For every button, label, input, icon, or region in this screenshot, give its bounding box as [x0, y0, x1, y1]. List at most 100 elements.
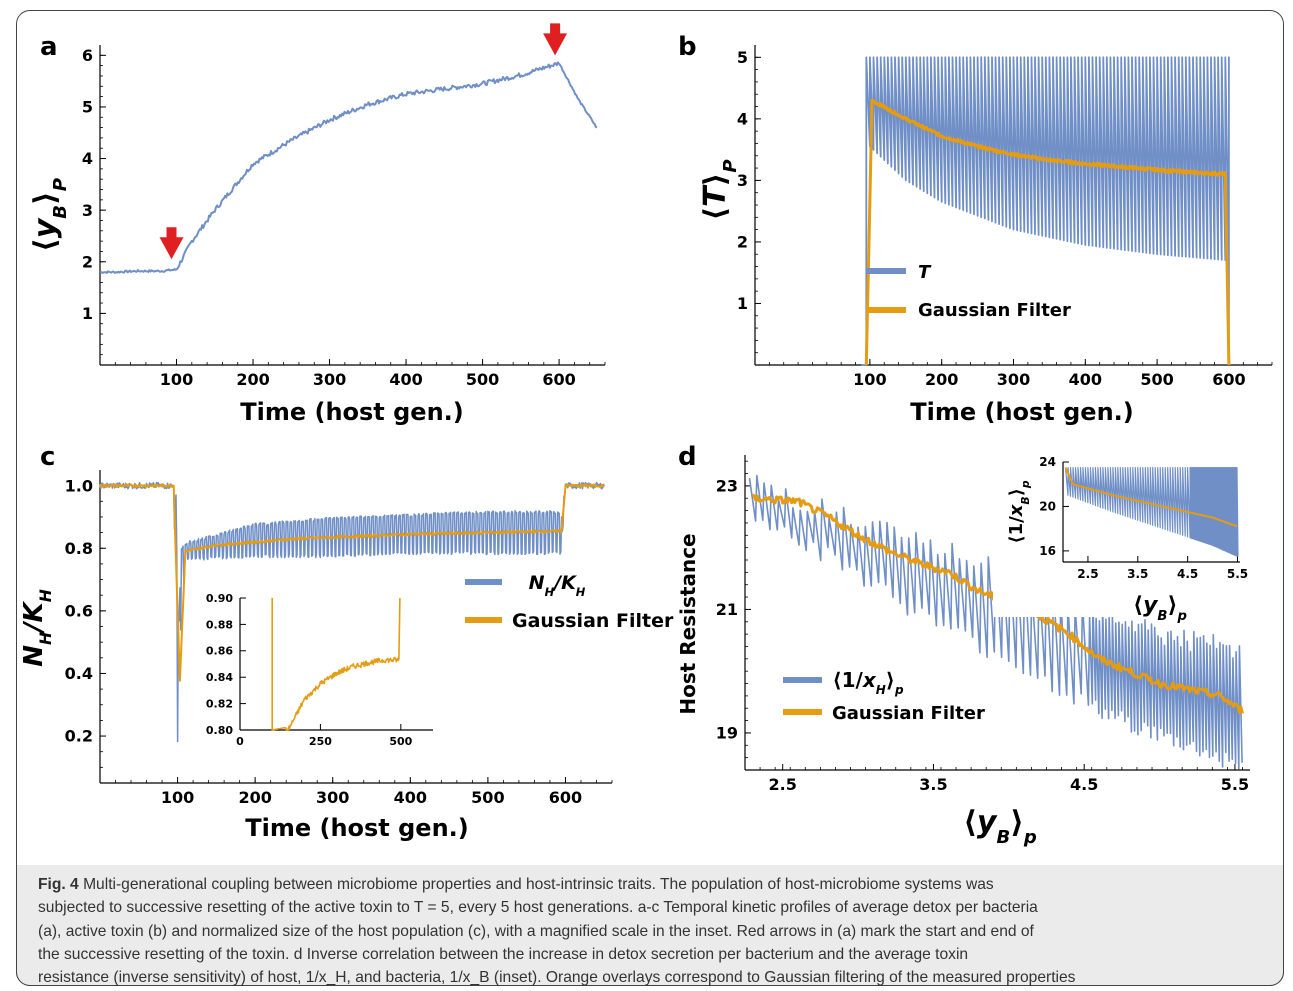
panel-a-letter: a — [40, 32, 58, 62]
panel-b-letter: b — [678, 32, 697, 62]
panel-c-inset-x-tick-label: 0 — [236, 735, 244, 748]
panel-c-inset-x-tick-label: 250 — [309, 735, 332, 748]
panel-b-legend-T-label: T — [918, 262, 932, 283]
panel-b-ylabel-part: ⟨ — [698, 207, 733, 221]
caption-title: Multi-generational coupling between micr… — [78, 876, 994, 893]
panel-c-ylabel-part: / — [19, 620, 49, 635]
panel-c-legend-NH-label-part: K — [561, 572, 577, 594]
panel-d-xlabel-part: ⟩ — [1010, 805, 1024, 840]
panel-d-legend-resistance-label: ⟨1/xH⟩p — [832, 668, 903, 697]
panel-c-inset-y-tick-label: 0.80 — [206, 724, 233, 737]
panel-b-y-tick-label: 4 — [737, 109, 748, 128]
panel-a-x-tick-label: 200 — [236, 370, 269, 389]
panel-d-y-tick-label: 19 — [716, 724, 738, 743]
panel-d-inset-axes: 2.5 3.5 4.5 5.5 16 20 24 — [1039, 455, 1248, 581]
panel-b-legend-gaussian-label: Gaussian Filter — [918, 300, 1071, 321]
panel-d-xlabel-part: ⟨ — [963, 805, 977, 840]
panel-d-xlabel-part: p — [1023, 827, 1037, 848]
panel-d-inset-x-tick-label: 5.5 — [1227, 567, 1248, 581]
panel-a-x-tick-label: 300 — [313, 370, 346, 389]
panel-a-ylabel: ⟨yB⟩P — [28, 178, 71, 252]
panel-b-x-tick-label: 400 — [1069, 370, 1102, 389]
panel-c-y-tick-label: 0.6 — [65, 601, 93, 620]
panel-b-y-tick-label: 1 — [737, 294, 748, 313]
panel-d-y-tick-label: 21 — [716, 600, 738, 619]
caption-box — [16, 865, 1284, 986]
panel-d-x-tick-label: 3.5 — [919, 775, 947, 794]
panel-c-inset-y-tick-label: 0.88 — [206, 618, 233, 631]
caption-line-1: Fig. 4 Multi-generational coupling betwe… — [38, 873, 1263, 896]
panel-c-legend-NH-label-part: / — [552, 572, 563, 594]
panel-c-inset-y-tick-label: 0.90 — [206, 592, 233, 605]
panel-a-ylabel-part: ⟨ — [28, 238, 63, 252]
panel-c-x-tick-label: 200 — [238, 788, 271, 807]
panel-d-resistance-line — [748, 474, 1243, 770]
panel-d-inset-xlabel-part: ⟨ — [1133, 593, 1143, 618]
panel-b-x-tick-label: 600 — [1212, 370, 1245, 389]
panel-b-ylabel-part: ⟩ — [698, 173, 733, 187]
caption-line-4: the successive resetting of the toxin. d… — [38, 945, 969, 963]
panel-c-ylabel-part: H — [37, 589, 55, 602]
panel-d-inset-ylabel-part: ⟩ — [1006, 488, 1027, 496]
panel-a-ylabel-part: ⟩ — [28, 191, 63, 205]
panel-c-x-tick-label: 100 — [161, 788, 194, 807]
panel-d-inset-gaussian-line — [1064, 467, 1238, 528]
panel-b-x-tick-label: 100 — [853, 370, 886, 389]
panel-a-x-tick-label: 100 — [160, 370, 193, 389]
panel-b-ylabel-part: P — [720, 159, 741, 172]
panel-c-inset-x-tick-label: 500 — [389, 735, 412, 748]
panel-c-y-tick-label: 0.4 — [65, 664, 93, 683]
panel-b-x-tick-label: 500 — [1140, 370, 1173, 389]
figure-caption: Fig. 4 Multi-generational coupling betwe… — [38, 873, 1263, 989]
panel-b-gaussian-line — [864, 98, 1231, 366]
panel-d-inset-xlabel-part: ⟩ — [1167, 593, 1177, 618]
panel-c-legend-NH-label-part: H — [576, 585, 586, 599]
panel-d-inset-xlabel: ⟨yB⟩p — [1133, 593, 1187, 624]
panel-d-inset-ylabel-part: ⟨1/ — [1006, 516, 1027, 544]
panel-d-inset-xlabel-part: B — [1157, 609, 1167, 624]
panel-c-axes: 100 200 300 400 500 600 0.2 0.4 0.6 0.8 1.0 — [65, 470, 613, 807]
panel-d-x-tick-label: 2.5 — [769, 775, 797, 794]
panel-c-gaussian-line — [99, 483, 605, 682]
panel-a-y-tick-label: 6 — [82, 46, 93, 65]
panel-b-axes: 100 200 300 400 500 600 1 2 3 4 5 — [737, 45, 1273, 389]
panel-d-legend-gaussian-label: Gaussian Filter — [832, 703, 985, 724]
panel-d-y-tick-label: 23 — [716, 476, 738, 495]
panel-a-end-arrow — [543, 23, 568, 56]
panel-c-x-tick-label: 400 — [394, 788, 427, 807]
panel-d-xlabel: ⟨yB⟩p — [963, 805, 1037, 848]
panel-a-y-tick-label: 1 — [82, 304, 93, 323]
panel-c-inset-y-tick-label: 0.86 — [206, 645, 233, 658]
panel-d-inset-xB-line — [1064, 467, 1239, 557]
panel-c-inset-axes: 0 250 500 0.80 0.82 0.84 0.86 0.88 0.90 — [206, 592, 433, 748]
panel-d-legend-resistance-label-part: ⟩ — [886, 668, 895, 692]
panel-b-xlabel: Time (host gen.) — [910, 398, 1134, 426]
panel-c-legend-gaussian-label: Gaussian Filter — [512, 610, 674, 632]
panel-c-x-tick-label: 300 — [316, 788, 349, 807]
panel-c-letter: c — [40, 442, 55, 472]
panel-a-xlabel: Time (host gen.) — [240, 398, 464, 426]
panel-d-inset-ylabel-part: x — [1006, 503, 1027, 517]
panel-a-ylabel-part: y — [28, 217, 63, 238]
panel-c-ylabel-part: N — [19, 645, 49, 667]
panel-c-inset-y-tick-label: 0.84 — [206, 671, 233, 684]
panel-d-inset-x-tick-label: 2.5 — [1077, 567, 1098, 581]
panel-c-inset-y-tick-label: 0.82 — [206, 697, 233, 710]
panel-c-ylabel-part: H — [37, 632, 55, 645]
panel-a-y-tick-label: 2 — [82, 252, 93, 271]
panel-d-inset-y-tick-label: 16 — [1039, 544, 1056, 558]
panel-b-y-tick-label: 5 — [737, 48, 748, 67]
panel-c-legend-NH-label-part: H — [545, 585, 555, 599]
panel-d-x-tick-label: 4.5 — [1070, 775, 1098, 794]
panel-a-start-arrow — [159, 227, 184, 260]
panel-c-y-tick-label: 0.8 — [65, 539, 93, 558]
panel-b-ylabel-part: T — [698, 184, 733, 207]
panel-a-x-tick-label: 500 — [466, 370, 499, 389]
panel-d-legend-resistance-label-part: x — [862, 668, 877, 692]
panel-b-y-tick-label: 2 — [737, 233, 748, 252]
panel-d-letter: d — [678, 442, 697, 472]
panel-b-y-tick-label: 3 — [737, 171, 748, 190]
panel-d-x-tick-label: 5.5 — [1221, 775, 1249, 794]
panel-d-xlabel-part: B — [996, 827, 1010, 848]
